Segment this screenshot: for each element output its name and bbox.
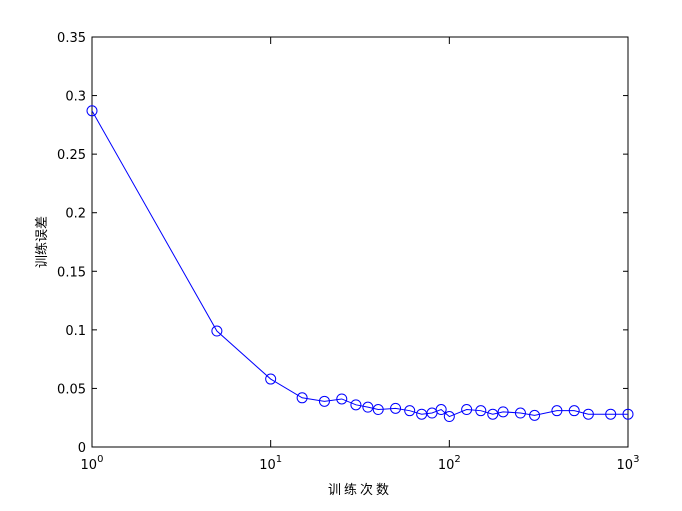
marker (568, 405, 580, 417)
y-tick-label: 0.3 (65, 90, 86, 105)
marker (443, 411, 455, 423)
marker (318, 395, 330, 407)
x-tick-label: 102 (438, 454, 461, 473)
marker (350, 399, 362, 411)
marker (582, 408, 594, 420)
x-tick-label: 100 (81, 454, 104, 473)
marker (211, 325, 223, 337)
marker (435, 404, 447, 416)
x-tick-label: 101 (259, 454, 282, 473)
marker (551, 405, 563, 417)
marker (265, 373, 277, 385)
marker (514, 407, 526, 419)
marker (372, 404, 384, 416)
marker (605, 408, 617, 420)
marker (86, 105, 98, 117)
marker (336, 393, 348, 405)
y-tick-label: 0.05 (57, 382, 86, 397)
y-tick-label: 0.25 (57, 148, 86, 163)
marker (529, 409, 541, 421)
plot-frame (91, 36, 629, 448)
marker (404, 405, 416, 417)
y-tick-label: 0.2 (65, 207, 86, 222)
y-tick-label: 0.1 (65, 324, 86, 339)
x-axis-label: 训练次数 (328, 482, 392, 498)
y-tick-label: 0 (78, 441, 86, 456)
marker (487, 408, 499, 420)
marker (296, 392, 308, 404)
y-tick-label: 0.35 (57, 31, 86, 46)
marker (622, 408, 634, 420)
x-tick-label: 103 (617, 454, 640, 473)
marker (497, 406, 509, 418)
marker (461, 404, 473, 416)
marker (475, 405, 487, 417)
marker (362, 401, 374, 413)
marker (390, 402, 402, 414)
y-axis-label: 训练误差 (35, 216, 50, 268)
y-tick-label: 0.15 (57, 265, 86, 280)
